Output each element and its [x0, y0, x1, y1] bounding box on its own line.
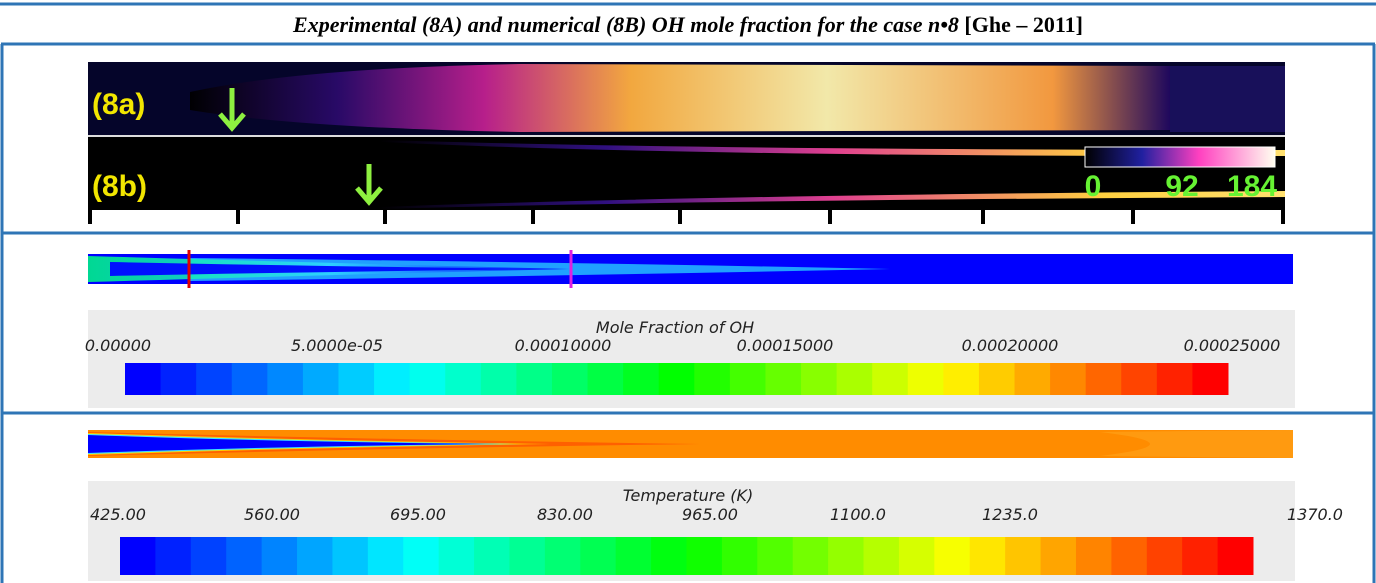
color-step — [509, 537, 545, 575]
color-step — [481, 363, 517, 395]
color-step — [659, 363, 695, 395]
color-step — [864, 537, 900, 575]
color-step — [410, 363, 446, 395]
color-step — [1147, 537, 1183, 575]
legend-label: 965.00 — [682, 505, 738, 524]
color-step — [970, 537, 1006, 575]
color-step — [979, 363, 1015, 395]
color-step — [262, 537, 298, 575]
color-step — [403, 537, 439, 575]
color-step — [1218, 537, 1254, 575]
color-step — [374, 363, 410, 395]
color-step — [120, 537, 156, 575]
color-step — [694, 363, 730, 395]
color-step — [545, 537, 581, 575]
color-step — [439, 537, 475, 575]
legend-label: 695.00 — [390, 505, 446, 524]
color-step — [1050, 363, 1086, 395]
color-step — [580, 537, 616, 575]
color-step — [1086, 363, 1122, 395]
color-step — [368, 537, 404, 575]
color-step — [872, 363, 908, 395]
color-step — [757, 537, 793, 575]
color-step — [687, 537, 723, 575]
color-step — [934, 537, 970, 575]
color-step — [651, 537, 687, 575]
legend-label: 425.00 — [90, 505, 146, 524]
color-step — [191, 537, 227, 575]
legend-title: Temperature (K) — [623, 486, 754, 505]
color-step — [722, 537, 758, 575]
temperature-contour: Temperature (K) 425.00 560.00 695.00 830.00… — [88, 430, 1343, 581]
color-step — [332, 537, 368, 575]
color-step — [837, 363, 873, 395]
color-step — [1111, 537, 1147, 575]
panel-label: (8a) — [92, 88, 145, 121]
color-step — [445, 363, 481, 395]
colorbar-label: 0 — [1085, 170, 1102, 203]
legend-label: 1370.0 — [1287, 505, 1343, 524]
color-step — [474, 537, 510, 575]
color-step — [793, 537, 829, 575]
color-step — [232, 363, 268, 395]
legend-label: 560.00 — [244, 505, 300, 524]
colorbar-label: 184 — [1227, 170, 1277, 203]
color-step — [616, 537, 652, 575]
experimental-image: (8a) (8b) 0 92 184 — [88, 62, 1285, 224]
title-text: Experimental (8A) and numerical (8B) OH … — [292, 12, 959, 37]
color-step — [338, 363, 374, 395]
title: Experimental (8A) and numerical (8B) OH … — [292, 12, 1083, 37]
color-step — [801, 363, 837, 395]
color-step — [943, 363, 979, 395]
legend-label: 830.00 — [537, 505, 593, 524]
color-step — [226, 537, 262, 575]
color-step — [1182, 537, 1218, 575]
color-step — [1192, 363, 1228, 395]
legend-title: Mole Fraction of OH — [596, 318, 754, 337]
color-step — [623, 363, 659, 395]
color-step — [1076, 537, 1112, 575]
color-step — [765, 363, 801, 395]
color-step — [155, 537, 191, 575]
color-step — [297, 537, 333, 575]
legend-label: 0.00020000 — [962, 336, 1059, 355]
legend-label: 0.00025000 — [1184, 336, 1281, 355]
color-step — [908, 363, 944, 395]
page: Experimental (8A) and numerical (8B) OH … — [0, 0, 1376, 583]
color-step — [267, 363, 303, 395]
color-step — [1015, 363, 1051, 395]
color-step — [161, 363, 197, 395]
legend-label: 1235.0 — [982, 505, 1038, 524]
legend-label: 0.00015000 — [737, 336, 834, 355]
color-scale — [125, 363, 1229, 395]
color-step — [588, 363, 624, 395]
colorbar-label: 92 — [1165, 170, 1198, 203]
title-reference: [Ghe – 2011] — [964, 12, 1083, 37]
color-step — [899, 537, 935, 575]
color-step — [1005, 537, 1041, 575]
color-step — [1157, 363, 1193, 395]
color-step — [552, 363, 588, 395]
color-step — [516, 363, 552, 395]
legend-label: 5.0000e-05 — [291, 336, 383, 355]
legend-label: 0.00000 — [85, 336, 151, 355]
color-step — [1041, 537, 1077, 575]
color-step — [196, 363, 232, 395]
color-step — [1121, 363, 1157, 395]
legend-label: 0.00010000 — [515, 336, 612, 355]
oh-contour: Mole Fraction of OH 0.00000 5.0000e-05 0.0… — [85, 250, 1295, 408]
color-step — [730, 363, 766, 395]
color-scale — [120, 537, 1254, 575]
legend-label: 1100.0 — [830, 505, 886, 524]
color-step — [303, 363, 339, 395]
panel-label: (8b) — [92, 170, 147, 203]
color-step — [828, 537, 864, 575]
color-step — [125, 363, 161, 395]
